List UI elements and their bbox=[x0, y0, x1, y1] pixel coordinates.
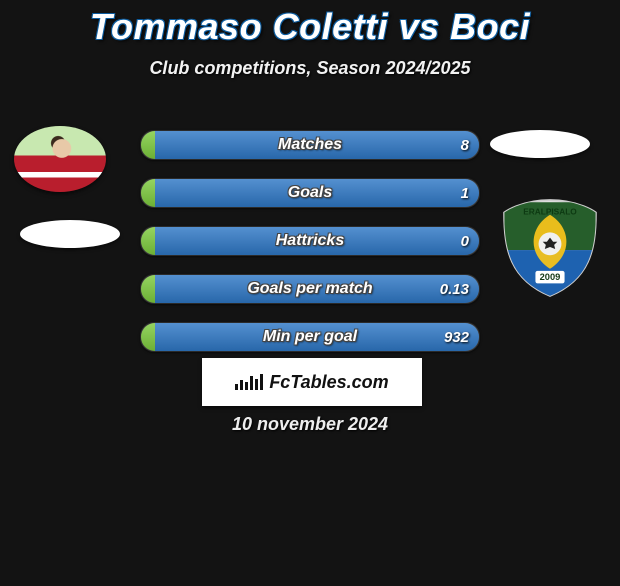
stat-row: Hattricks 0 bbox=[140, 226, 480, 256]
stat-value-player-b: 1 bbox=[461, 179, 469, 207]
stat-label: Hattricks bbox=[276, 232, 344, 250]
watermark-box: FcTables.com bbox=[202, 358, 422, 406]
stat-value-player-b: 8 bbox=[461, 131, 469, 159]
stat-label: Goals per match bbox=[247, 280, 372, 298]
date-line: 10 november 2024 bbox=[0, 414, 620, 435]
comparison-title: Tommaso Coletti vs Boci bbox=[0, 6, 620, 48]
crest-year: 2009 bbox=[540, 272, 561, 282]
player-b-club-badge bbox=[490, 130, 590, 158]
stat-value-player-b: 0.13 bbox=[440, 275, 469, 303]
bar-chart-icon bbox=[235, 374, 263, 390]
comparison-subtitle: Club competitions, Season 2024/2025 bbox=[0, 58, 620, 79]
stats-container: Matches 8 Goals 1 Hattricks 0 Goals per match 0… bbox=[140, 130, 480, 370]
stat-label: Min per goal bbox=[263, 328, 357, 346]
stat-row: Min per goal 932 bbox=[140, 322, 480, 352]
player-a-club-badge bbox=[20, 220, 120, 248]
stat-value-player-b: 932 bbox=[444, 323, 469, 351]
stat-row: Goals 1 bbox=[140, 178, 480, 208]
crest-top-text: ERALPISALO bbox=[523, 207, 577, 217]
stat-row: Matches 8 bbox=[140, 130, 480, 160]
player-a-portrait-art bbox=[14, 126, 106, 192]
player-a-portrait bbox=[14, 126, 106, 192]
stat-value-player-b: 0 bbox=[461, 227, 469, 255]
stat-row: Goals per match 0.13 bbox=[140, 274, 480, 304]
stat-label: Goals bbox=[288, 184, 332, 202]
player-b-club-crest: ERALPISALO 2009 bbox=[498, 196, 602, 300]
stat-label: Matches bbox=[278, 136, 342, 154]
watermark-text: FcTables.com bbox=[269, 372, 388, 393]
